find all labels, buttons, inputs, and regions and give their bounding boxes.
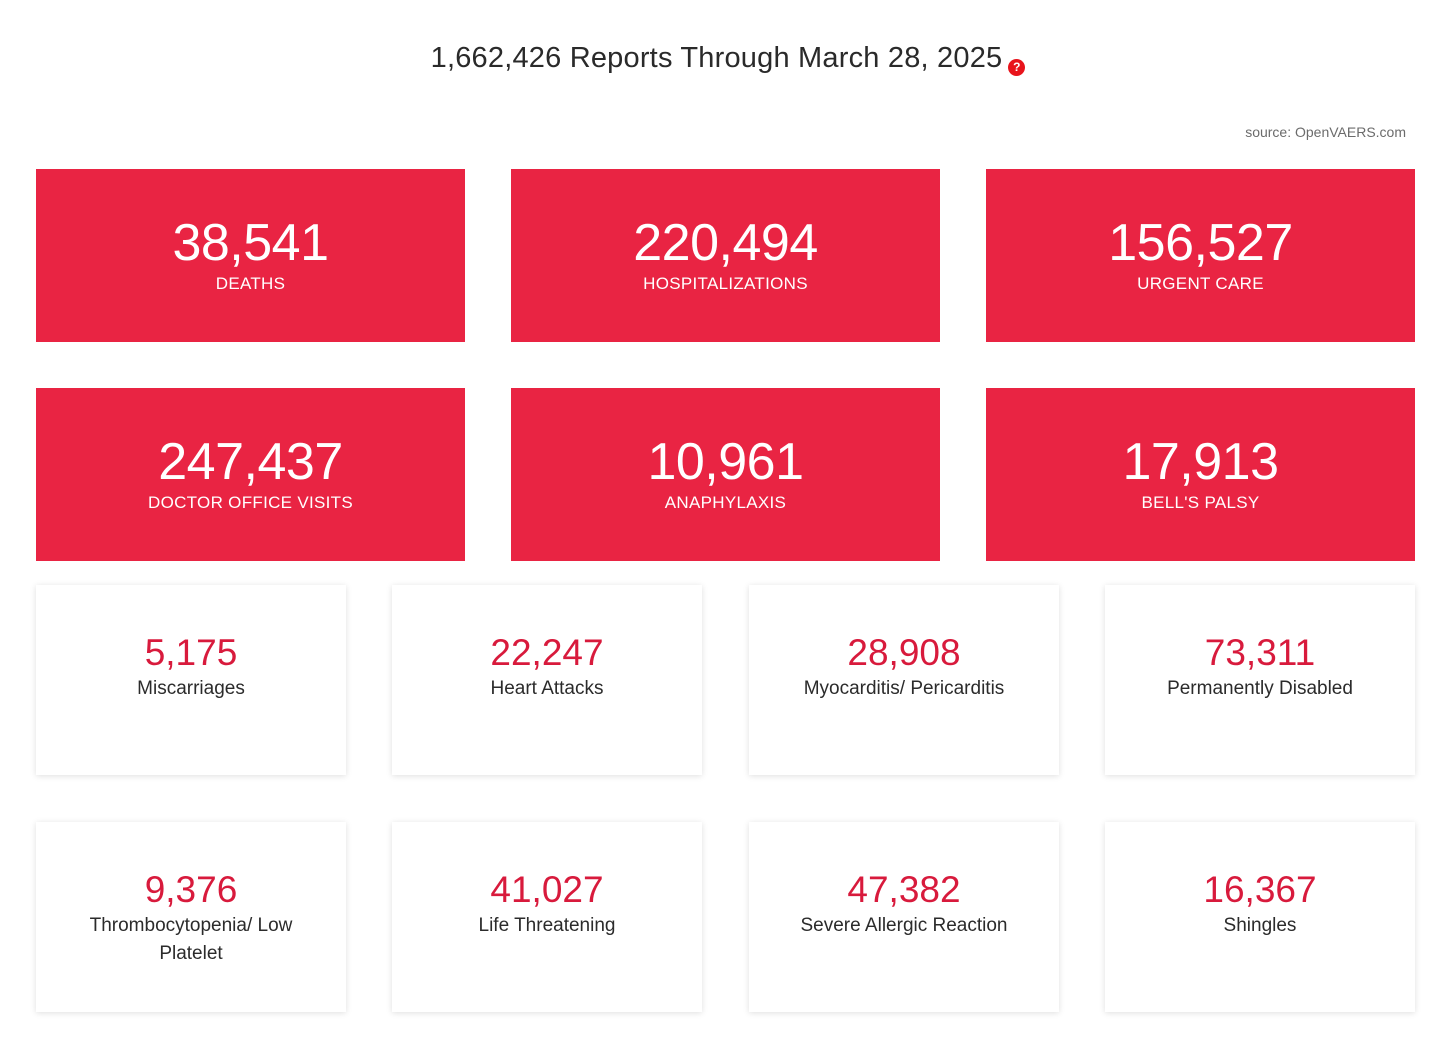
stat-label: URGENT CARE [1137,274,1264,293]
stat-value: 220,494 [633,214,818,272]
stat-card-myocarditis[interactable]: 28,908 Myocarditis/ Pericarditis [749,585,1059,775]
stat-value: 28,908 [847,632,961,673]
stat-label: Heart Attacks [490,678,604,699]
stat-card-shingles[interactable]: 16,367 Shingles [1105,822,1415,1012]
stat-card-life-threatening[interactable]: 41,027 Life Threatening [392,822,702,1012]
stat-value: 247,437 [158,433,343,491]
stat-value: 47,382 [847,869,961,910]
stat-label: DOCTOR OFFICE VISITS [148,493,353,512]
stat-label: BELL'S PALSY [1141,493,1260,512]
stat-card-severe-allergic-reaction[interactable]: 47,382 Severe Allergic Reaction [749,822,1059,1012]
stat-value: 73,311 [1204,632,1316,673]
stat-card-miscarriages[interactable]: 5,175 Miscarriages [36,585,346,775]
stat-label: Severe Allergic Reaction [800,915,1008,936]
stat-label: Myocarditis/ Pericarditis [803,678,1005,699]
stat-card-heart-attacks[interactable]: 22,247 Heart Attacks [392,585,702,775]
stat-value: 17,913 [1122,433,1279,491]
stat-card-permanently-disabled[interactable]: 73,311 Permanently Disabled [1105,585,1415,775]
stat-card-deaths[interactable]: 38,541 DEATHS [36,169,465,342]
help-icon[interactable]: ? [1008,59,1026,76]
stat-value: 38,541 [172,214,329,272]
source-label: source: OpenVAERS.com [1245,124,1406,140]
stat-value: 9,376 [144,869,238,910]
stat-label: Thrombocytopenia/ Low Platelet [89,915,293,964]
stat-value: 41,027 [490,869,604,910]
stat-value: 5,175 [144,632,238,673]
stat-label: Shingles [1223,915,1297,936]
stat-card-bells-palsy[interactable]: 17,913 BELL'S PALSY [986,388,1415,561]
stat-label: Miscarriages [137,678,245,699]
stat-card-urgent-care[interactable]: 156,527 URGENT CARE [986,169,1415,342]
stat-value: 16,367 [1203,869,1317,910]
stat-value: 22,247 [490,632,604,673]
stat-value: 10,961 [647,433,804,491]
page-title: 1,662,426 Reports Through March 28, 2025… [0,38,1456,78]
stat-card-thrombocytopenia[interactable]: 9,376 Thrombocytopenia/ Low Platelet [36,822,346,1012]
stat-card-doctor-office-visits[interactable]: 247,437 DOCTOR OFFICE VISITS [36,388,465,561]
stat-label: HOSPITALIZATIONS [643,274,808,293]
stat-label: DEATHS [215,274,286,293]
reports-title: 1,662,426 Reports Through March 28, 2025 [430,42,1003,74]
stat-label: ANAPHYLAXIS [664,493,787,512]
stat-card-hospitalizations[interactable]: 220,494 HOSPITALIZATIONS [511,169,940,342]
stat-label: Life Threatening [478,915,616,936]
stat-value: 156,527 [1108,214,1293,272]
stat-label: Permanently Disabled [1167,678,1353,699]
stat-card-anaphylaxis[interactable]: 10,961 ANAPHYLAXIS [511,388,940,561]
